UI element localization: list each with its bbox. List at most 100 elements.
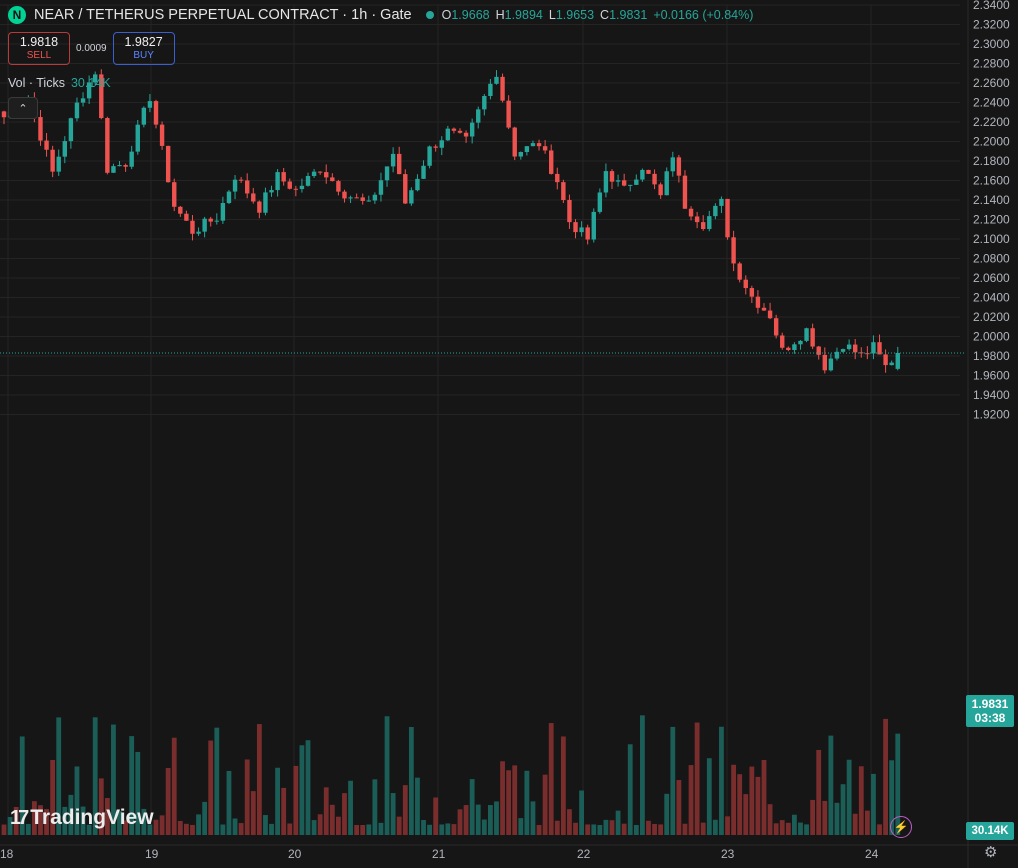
time-tick-label: 19 — [145, 847, 159, 861]
market-open-indicator — [425, 11, 434, 19]
volume-bar — [895, 733, 901, 835]
volume-bar — [184, 823, 189, 835]
candle-body — [549, 150, 554, 174]
candle-body — [731, 237, 736, 264]
settings-icon[interactable]: ⚙ — [984, 844, 998, 861]
volume-bar — [633, 824, 639, 835]
volume-bar — [293, 765, 299, 835]
symbol-title[interactable]: NEAR / TETHERUS PERPETUAL CONTRACT · 1h … — [34, 7, 412, 23]
volume-bar — [202, 801, 208, 835]
volume-bar — [275, 767, 280, 835]
volume-bar — [153, 819, 159, 835]
volume-bar — [591, 824, 597, 835]
candle-body — [506, 100, 511, 128]
volume-bar — [196, 814, 201, 835]
volume-bar — [354, 825, 360, 835]
volume-bar — [858, 766, 864, 835]
candle-body — [634, 179, 639, 185]
volume-bar — [214, 727, 220, 835]
last-price-value: 1.9831 — [971, 697, 1009, 711]
lightning-icon[interactable]: ⚡ — [890, 816, 912, 838]
volume-bar — [232, 818, 238, 835]
volume-bar — [421, 820, 426, 835]
candle-body — [86, 82, 92, 99]
candle-body — [482, 95, 487, 110]
volume-bar — [737, 774, 743, 835]
low-value: 1.9653 — [555, 8, 595, 22]
time-tick-label: 18 — [0, 847, 14, 861]
collapse-legend-button[interactable]: ⌃ — [8, 97, 38, 119]
volume-bar — [712, 819, 718, 835]
candle-body — [348, 197, 353, 199]
candle-body — [360, 197, 365, 201]
candle-body — [202, 218, 207, 232]
candle-body — [573, 222, 578, 233]
volume-bar — [366, 824, 372, 835]
candle-body — [439, 140, 444, 148]
volume-bar — [433, 797, 439, 835]
volume-bar — [664, 793, 670, 835]
candle-body — [476, 109, 481, 123]
price-axis: 2.3400 2.3200 2.3000 2.2800 2.2600 2.2400 2.22… — [967, 0, 1010, 868]
volume-bar — [7, 816, 13, 835]
candle-body — [238, 179, 244, 181]
candle-body — [111, 166, 116, 173]
volume-bar — [864, 810, 870, 835]
candle-body — [44, 140, 49, 150]
volume-bar — [378, 822, 384, 835]
low-label: L — [548, 8, 556, 22]
volume-bar — [141, 808, 147, 835]
open-label: O — [441, 8, 452, 22]
candle-body — [755, 296, 761, 308]
time-tick-label: 23 — [721, 847, 735, 861]
candle-body — [488, 83, 493, 96]
candle-body — [530, 143, 536, 147]
price-tick-label: 2.0400 — [973, 291, 1010, 305]
candle-body — [403, 174, 408, 204]
candle-body — [299, 185, 305, 190]
volume-bar — [32, 801, 37, 835]
volume-bar — [244, 759, 250, 835]
price-tick-label: 2.1800 — [973, 154, 1010, 168]
volume-bar — [98, 778, 104, 835]
volume-bar — [68, 794, 74, 835]
candle-body — [786, 347, 791, 351]
price-tick-label: 1.9200 — [973, 408, 1010, 422]
volume-bar — [439, 824, 445, 835]
volume-bar — [871, 773, 876, 835]
volume-bar — [238, 823, 244, 835]
candle-body — [743, 279, 748, 289]
candle-body — [834, 351, 840, 359]
buy-button[interactable]: 1.9827 BUY — [112, 32, 175, 65]
candle-body — [153, 101, 159, 125]
candle-body — [445, 128, 451, 141]
volume-bar — [463, 805, 469, 835]
volume-bar — [104, 798, 110, 835]
candle-body — [804, 328, 809, 341]
volume-bar — [129, 736, 135, 835]
volume-bar — [111, 724, 116, 835]
candle-body — [117, 165, 122, 167]
volume-bar — [494, 801, 499, 835]
volume-bar — [706, 758, 712, 835]
candle-body — [469, 122, 475, 137]
volume-bar — [135, 751, 141, 835]
volume-bar — [567, 809, 572, 835]
price-tick-label: 1.9800 — [973, 349, 1010, 363]
candle-body — [871, 342, 876, 354]
candle-body — [798, 340, 803, 345]
candle-body — [415, 178, 420, 191]
price-candles — [1, 69, 900, 374]
price-tick-label: 2.3000 — [973, 37, 1010, 51]
volume-bar — [785, 822, 791, 835]
volume-bar — [19, 736, 25, 835]
bar-countdown: 03:38 — [974, 711, 1006, 725]
candle-body — [390, 153, 396, 167]
candle-body — [609, 171, 615, 182]
volume-bar — [299, 745, 305, 835]
volume-bar — [597, 824, 603, 835]
volume-bar — [475, 804, 481, 835]
sell-button[interactable]: 1.9818 SELL — [8, 32, 70, 65]
tradingview-logo[interactable]: 17 TradingView — [10, 806, 154, 830]
